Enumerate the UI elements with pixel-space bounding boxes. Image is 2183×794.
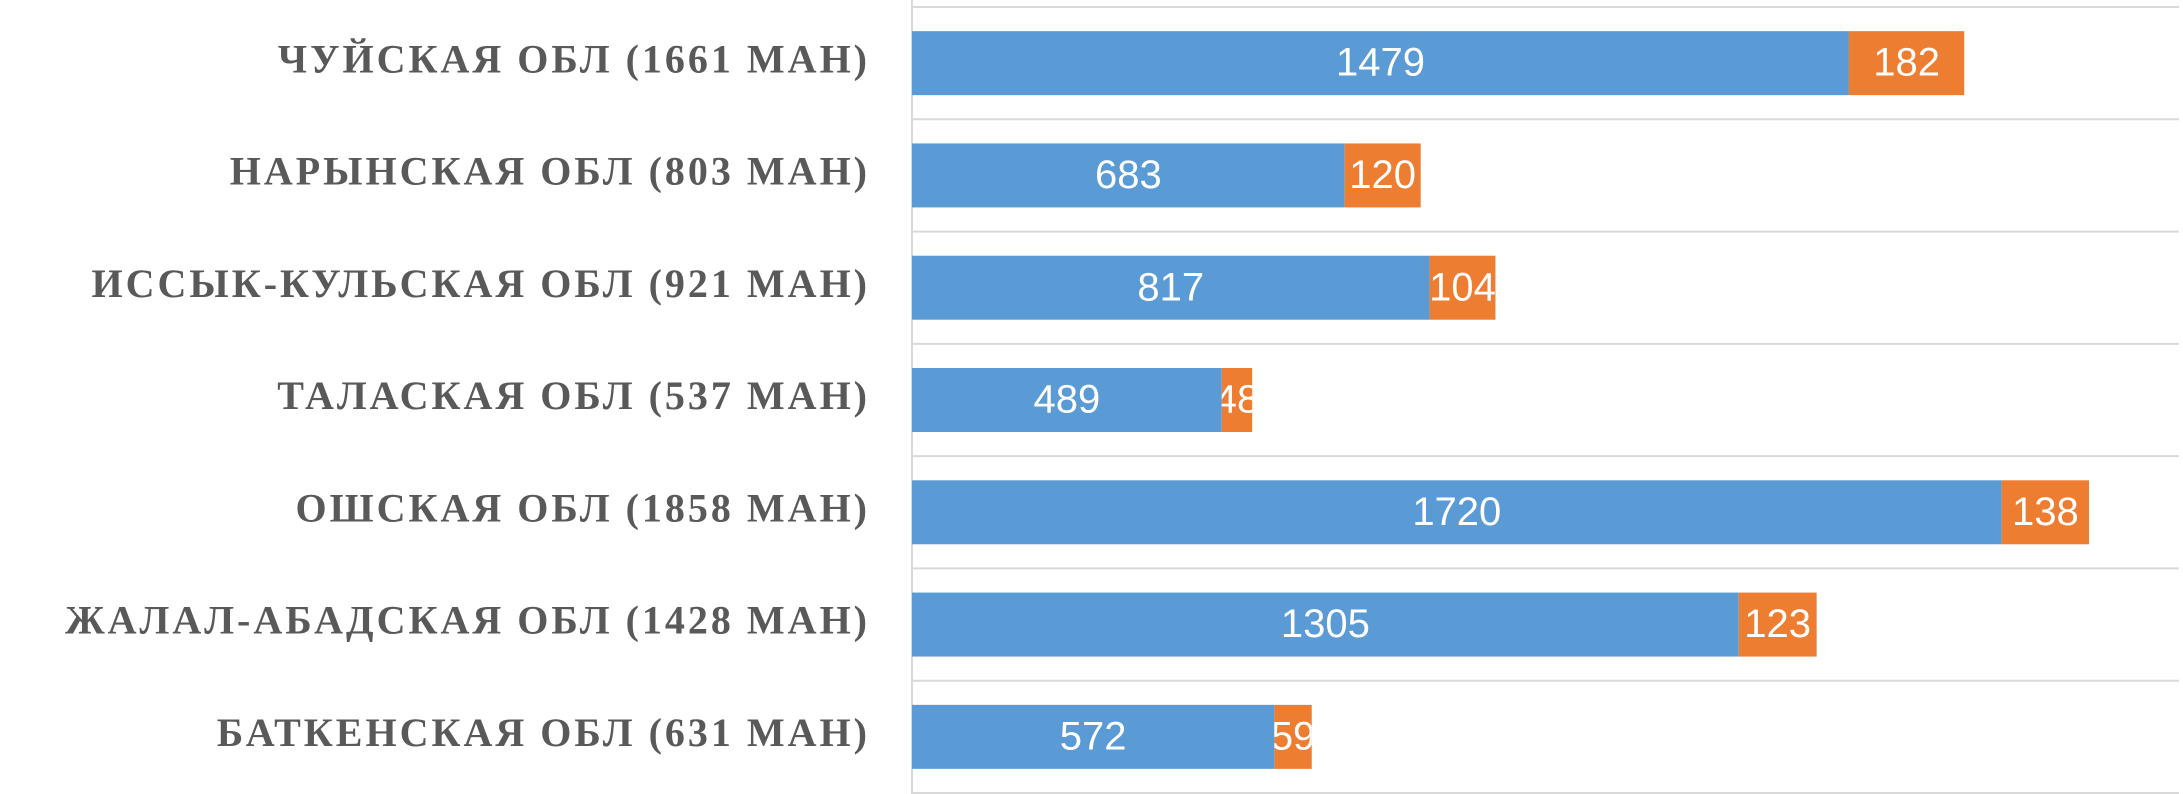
value-label: 489 [1034,378,1101,422]
label-clip: 489 [1034,378,1101,422]
value-label: 123 [1744,602,1811,646]
category-label: ОШСКАЯ ОБЛ (1858 МАН) [296,485,870,530]
value-label: 1479 [1336,41,1425,85]
bar-segment [1429,255,1496,320]
value-label: 817 [1137,265,1204,309]
category-label: ТАЛАСКАЯ ОБЛ (537 МАН) [277,373,870,418]
bar-segment [1738,592,1817,657]
category-label: БАТКЕНСКАЯ ОБЛ (631 МАН) [217,710,870,755]
label-clip: 1720 [1412,490,1501,534]
bar-segment [1221,368,1253,432]
label-clip: 59 [1271,714,1316,758]
label-clip: 817 [1137,265,1204,309]
value-label: 1305 [1281,602,1370,646]
label-clip: 572 [1060,714,1127,758]
bar-segment [1848,31,1965,96]
category-label: ИССЫК-КУЛЬСКАЯ ОБЛ (921 МАН) [92,261,870,306]
label-clip: 104 [1429,265,1496,309]
bar-segment [1274,704,1312,769]
label-clip: 683 [1095,153,1162,197]
label-clip: 123 [1744,602,1811,646]
value-label: 683 [1095,153,1162,197]
bar-segment [2001,480,2090,545]
label-clip: 1479 [1336,41,1425,85]
value-label: 1720 [1412,490,1501,534]
label-clip: 138 [2012,490,2079,534]
label-clip: 182 [1873,41,1940,85]
bar-segment [1344,143,1421,208]
bar-segment [912,592,1739,657]
bar-segment [912,480,2002,545]
category-label: ЧУЙСКАЯ ОБЛ (1661 МАН) [278,36,870,81]
bar-segment [912,143,1345,208]
value-label: 120 [1349,153,1416,197]
label-clip: 120 [1349,153,1416,197]
category-label: ЖАЛАЛ-АБАДСКАЯ ОБЛ (1428 МАН) [65,598,870,643]
value-label: 182 [1873,41,1940,85]
category-label: НАРЫНСКАЯ ОБЛ (803 МАН) [230,149,870,194]
label-clip: 1305 [1281,602,1370,646]
bar-segment [912,704,1275,769]
value-label: 104 [1429,265,1496,309]
bar-segment [912,368,1222,432]
bar-segment [912,255,1430,320]
label-clip: 48 [1215,378,1260,422]
bar-segment [912,31,1849,96]
value-label: 572 [1060,714,1127,758]
value-label: 138 [2012,490,2079,534]
value-label: 48 [1215,378,1260,422]
value-label: 59 [1271,714,1316,758]
